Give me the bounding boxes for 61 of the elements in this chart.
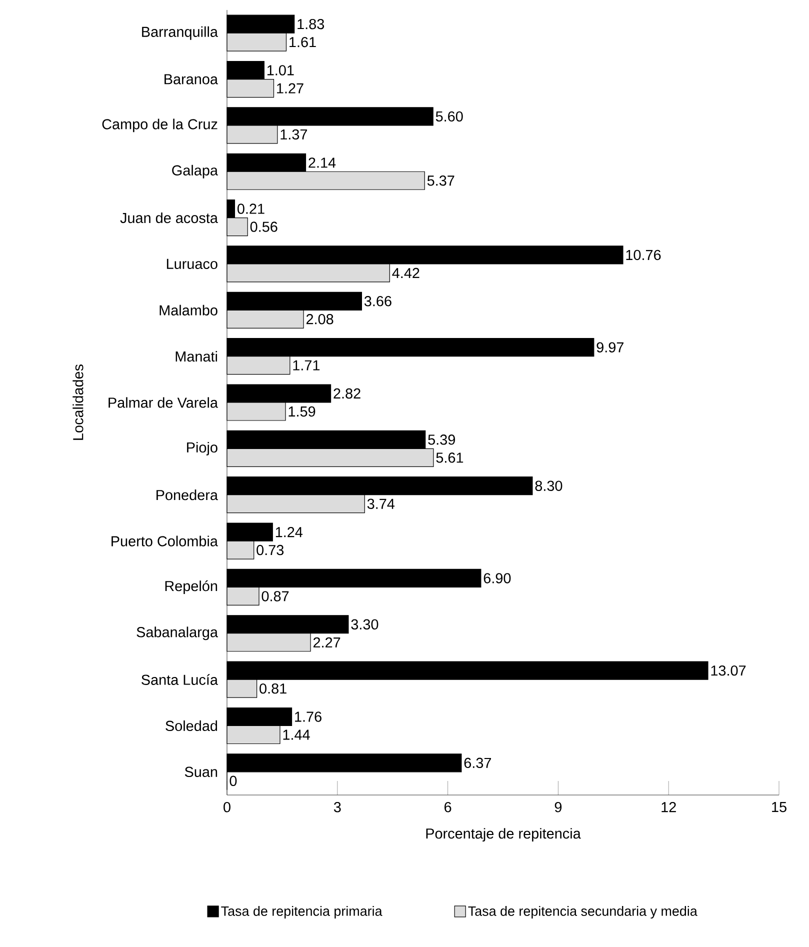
data-label: 1.83 (298, 18, 324, 30)
data-label: 1.59 (288, 406, 316, 417)
data-label: 2.08 (306, 314, 334, 324)
x-tick-label: 9 (554, 802, 562, 812)
x-tick-label: 12 (662, 802, 676, 812)
data-label: 1.71 (293, 360, 320, 370)
x-axis-title: Porcentaje de repitencia (426, 828, 581, 842)
y-tick-label: Ponedera (156, 490, 218, 500)
y-tick-label: Palmar de Varela (108, 397, 218, 408)
y-tick-label: Barranquilla (142, 26, 218, 40)
y-tick-label: Galapa (172, 164, 218, 178)
data-label: 3.30 (351, 619, 378, 630)
data-label: 1.76 (295, 712, 322, 722)
data-label: 1.27 (277, 83, 304, 94)
y-tick-label: Sabanalarga (136, 626, 218, 640)
data-label: 5.61 (436, 452, 464, 463)
data-label: 13.07 (711, 665, 746, 676)
data-label: 2.27 (313, 637, 340, 648)
x-tick-label: 0 (224, 802, 230, 812)
data-label: 9.97 (596, 342, 624, 352)
x-tick-label: 6 (444, 802, 452, 812)
data-label: 1.37 (280, 129, 308, 140)
y-tick-label: Manati (176, 351, 218, 362)
legend-label: Tasa de repitencia primaria (221, 906, 382, 919)
data-label: 0.73 (256, 544, 284, 556)
y-tick-label: Campo de la Cruz (102, 118, 218, 132)
y-tick-label: Puerto Colombia (112, 536, 218, 546)
data-label: 0 (230, 776, 237, 786)
data-label: 2.14 (308, 158, 336, 168)
data-label: 10.76 (626, 250, 661, 260)
data-label: 1.01 (267, 65, 294, 76)
y-tick-label: Piojo (187, 442, 218, 456)
data-label: 0.87 (262, 591, 289, 602)
y-tick-label: Luruaco (166, 258, 218, 270)
y-tick-label: Baranoa (164, 74, 218, 84)
x-tick-label: 3 (334, 802, 341, 812)
data-label: 1.61 (290, 36, 316, 48)
data-label: 2.82 (334, 388, 360, 399)
y-tick-label: Malambo (160, 304, 218, 316)
data-label: 1.24 (276, 526, 303, 538)
y-tick-label: Repelón (165, 580, 218, 594)
legend-label: Tasa de repitencia secundaria y media (468, 906, 698, 919)
data-label: 8.30 (535, 480, 562, 491)
y-tick-label: Soledad (166, 720, 218, 732)
y-axis-title: Localidades (72, 364, 84, 440)
data-label: 6.37 (464, 758, 492, 768)
data-label: 3.74 (367, 498, 395, 509)
x-tick-label: 15 (772, 802, 786, 812)
data-label: 0.56 (250, 222, 278, 232)
data-label: 3.66 (364, 296, 392, 306)
data-label: 5.39 (428, 434, 455, 445)
data-label: 4.42 (392, 268, 420, 278)
data-label: 5.37 (427, 175, 454, 186)
data-label: 1.44 (283, 730, 310, 740)
y-tick-label: Suan (184, 766, 218, 778)
data-label: 0.21 (237, 204, 264, 214)
data-label: 6.90 (484, 573, 511, 584)
y-tick-label: Santa Lucía (142, 674, 218, 685)
data-label: 5.60 (436, 111, 463, 122)
y-tick-label: Juan de acosta (120, 212, 218, 224)
data-label: 0.81 (260, 683, 286, 694)
